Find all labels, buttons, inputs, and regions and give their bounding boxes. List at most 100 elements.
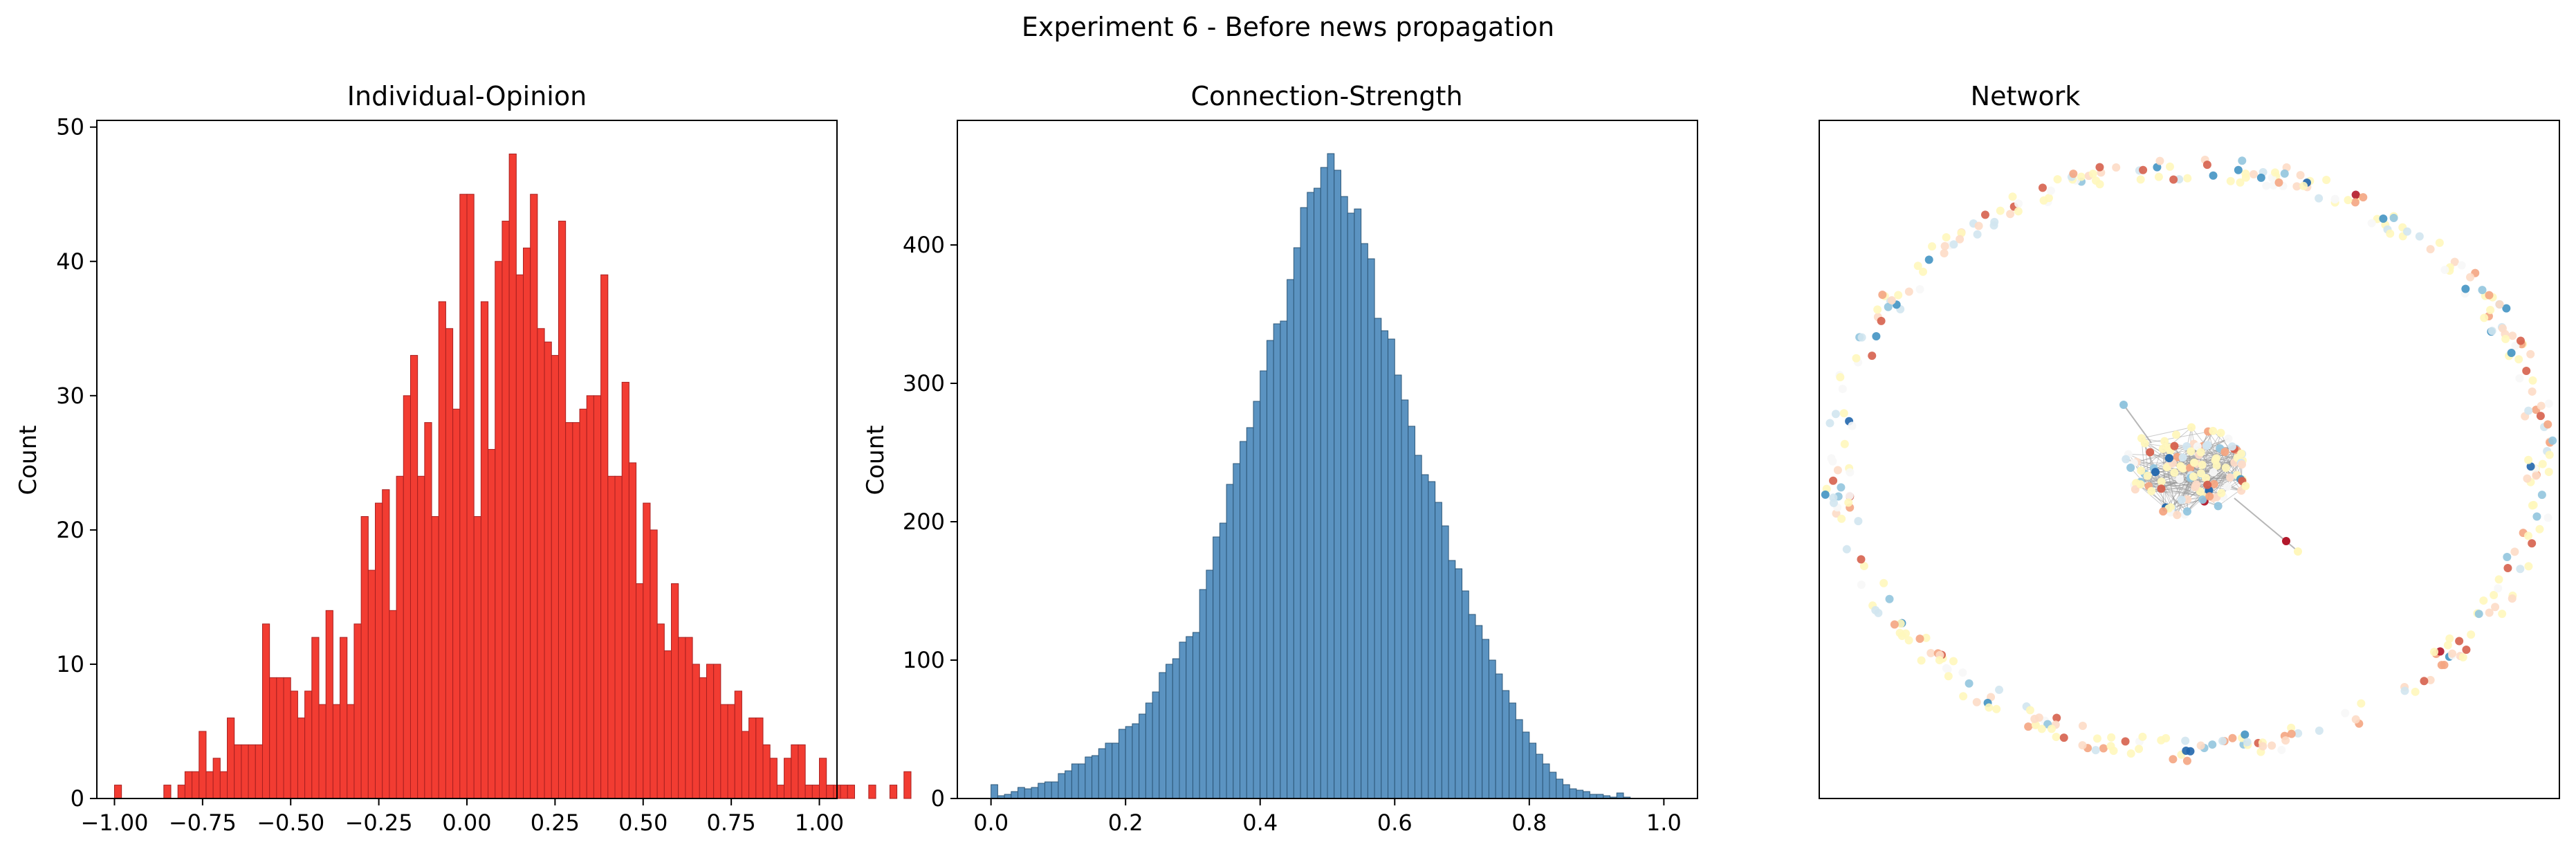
network-node	[2183, 174, 2192, 183]
op-bar	[163, 785, 172, 799]
network-node	[2445, 634, 2454, 643]
op-bar	[241, 744, 249, 799]
network-node	[2241, 173, 2250, 182]
network-node	[1868, 352, 1877, 360]
st-bar	[1273, 323, 1281, 799]
op-bar	[572, 422, 580, 799]
network-node	[2522, 367, 2531, 376]
st-bar	[1562, 784, 1570, 799]
network-node	[2182, 507, 2191, 516]
op-bar	[741, 731, 750, 799]
network-edge	[2162, 441, 2165, 512]
st-bar	[1367, 258, 1375, 799]
network-node	[2516, 336, 2525, 345]
network-node	[2170, 441, 2179, 450]
st-bar	[1118, 729, 1126, 799]
op-bar	[367, 569, 376, 799]
network-node	[2494, 575, 2503, 584]
network-node	[2515, 374, 2524, 383]
network-title: Network	[1971, 81, 2081, 111]
op-bar	[692, 664, 700, 799]
op-bar	[113, 785, 122, 799]
op-bar	[488, 448, 496, 799]
network-node	[2379, 214, 2388, 223]
op-bar	[558, 221, 567, 799]
network-node	[1958, 668, 1967, 677]
network-node	[1859, 562, 1868, 571]
st-xtick-label: 0.4	[1242, 810, 1278, 836]
network-node	[2214, 502, 2223, 511]
st-bar	[1139, 713, 1146, 799]
op-ytick-label: 10	[56, 651, 84, 677]
op-bar	[389, 610, 397, 799]
st-bar	[1529, 742, 1537, 799]
op-bar	[445, 328, 454, 799]
st-bar	[1186, 636, 1193, 799]
op-bar	[495, 261, 503, 799]
st-bar	[1502, 690, 1510, 799]
figure-suptitle: Experiment 6 - Before news propagation	[1022, 12, 1554, 42]
st-xtick-label: 0.6	[1377, 810, 1413, 836]
network-node	[2147, 486, 2156, 495]
network-node	[2450, 257, 2459, 266]
network-node	[1833, 466, 1842, 475]
op-bar	[269, 677, 277, 799]
network-node	[2039, 196, 2048, 205]
op-bar	[586, 395, 594, 799]
network-node	[2126, 749, 2135, 758]
network-node	[2528, 376, 2537, 385]
st-bar	[1253, 401, 1261, 799]
network-node	[1949, 657, 1958, 666]
network-edge	[2149, 475, 2237, 488]
network-node	[2258, 742, 2267, 751]
network-node	[1821, 490, 1830, 499]
op-ytick-label: 30	[56, 383, 84, 409]
network-node	[2315, 726, 2324, 735]
op-bar	[762, 744, 771, 799]
network-node	[1884, 302, 1893, 311]
network-node	[2532, 471, 2541, 480]
network-node	[2510, 547, 2519, 556]
network-node	[2386, 229, 2395, 238]
st-bar	[1085, 756, 1093, 799]
network-node	[2535, 524, 2544, 533]
strength-title: Connection-Strength	[1190, 81, 1462, 111]
network-node	[2528, 387, 2537, 396]
network-node	[2157, 484, 2166, 493]
op-bar	[678, 637, 686, 799]
st-bar	[1213, 536, 1220, 799]
network-node	[2400, 686, 2409, 695]
network-node	[2280, 169, 2289, 178]
network-node	[2138, 732, 2147, 741]
network-node	[2121, 737, 2130, 746]
network-node	[2196, 741, 2205, 750]
network-node	[2502, 304, 2511, 313]
network-node	[2059, 733, 2068, 742]
network-node	[2528, 539, 2537, 548]
network-node	[1838, 385, 1847, 394]
network-node	[2543, 420, 2552, 429]
network-node	[2037, 724, 2046, 733]
op-bar	[530, 194, 538, 799]
op-bar	[473, 515, 481, 799]
strength-axes-frame	[957, 120, 1698, 799]
network-node	[2187, 447, 2196, 456]
network-node	[2544, 468, 2553, 477]
network-node	[2351, 715, 2360, 724]
st-bar	[1314, 188, 1321, 799]
op-bar	[579, 408, 587, 799]
network-node	[1878, 290, 1887, 299]
op-bar	[192, 771, 200, 799]
network-node	[1854, 517, 1863, 526]
network-node	[2241, 482, 2250, 491]
network-node	[1890, 620, 1899, 629]
op-xtick-label: 0.75	[707, 810, 756, 836]
network-node	[1942, 233, 1951, 242]
strength-bars	[991, 153, 1631, 799]
st-bar	[1414, 455, 1422, 799]
network-node	[2474, 610, 2483, 619]
network-node	[2537, 491, 2546, 500]
st-bar	[1522, 731, 1530, 799]
network-node	[1879, 578, 1888, 587]
network-node	[1985, 703, 1994, 712]
